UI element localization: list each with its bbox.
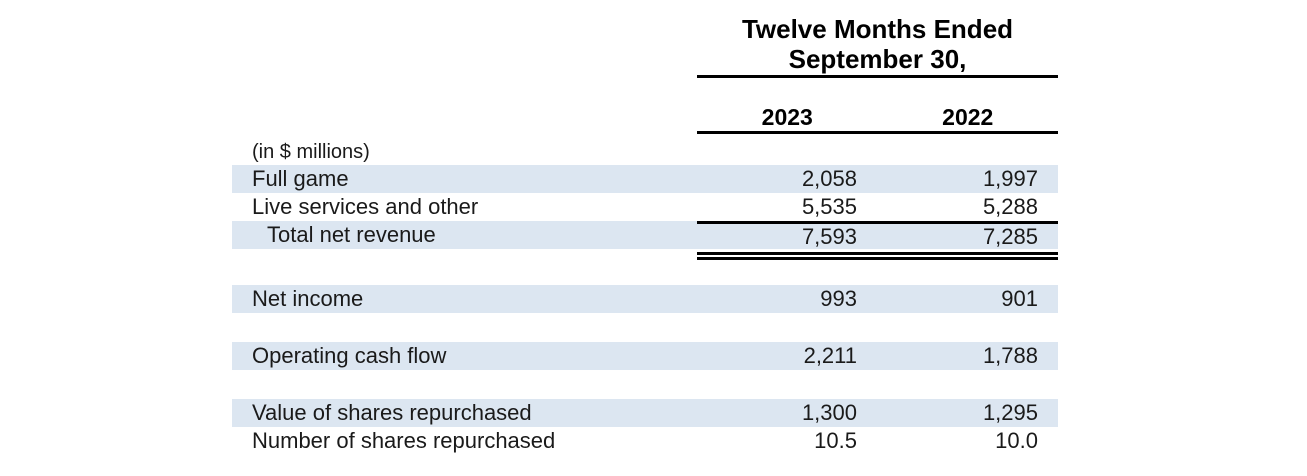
value-2022: 7,285: [877, 221, 1058, 249]
value-2022: 10.0: [995, 428, 1038, 453]
value-2022: 901: [1001, 286, 1038, 311]
column-header-2022: 2022: [942, 104, 994, 130]
table-row-number-shares-repurchased: Number of shares repurchased 10.5 10.0: [232, 427, 1058, 455]
table-row-live-services: Live services and other 5,535 5,288: [232, 193, 1058, 221]
value-2023: 10.5: [814, 428, 857, 453]
blank-row: [232, 260, 1058, 285]
table-row-net-income: Net income 993 901: [232, 285, 1058, 313]
blank-row: [232, 313, 1058, 342]
value-2023: 5,535: [801, 194, 857, 219]
table-row-operating-cash-flow: Operating cash flow 2,211 1,788: [232, 342, 1058, 370]
value-2022: 1,295: [982, 400, 1038, 425]
row-label: Live services and other: [252, 194, 479, 219]
year-column-headers: 2023 2022: [697, 78, 1058, 134]
row-label: Net income: [252, 286, 364, 311]
units-note-row: (in $ millions): [232, 140, 1058, 165]
table-row-value-shares-repurchased: Value of shares repurchased 1,300 1,295: [232, 399, 1058, 427]
period-header-line2: September 30,: [788, 44, 967, 74]
table-row-total-net-revenue: Total net revenue 7,593 7,285: [232, 221, 1058, 249]
table-body: (in $ millions) Full game 2,058 1,997 Li…: [232, 140, 1058, 455]
column-header-2023: 2023: [761, 104, 813, 130]
value-2023: 7,593: [697, 221, 877, 249]
table-period-header: Twelve Months Ended September 30,: [697, 0, 1058, 78]
period-header-line1: Twelve Months Ended: [741, 14, 1014, 44]
total-double-underline: [697, 252, 1058, 260]
value-2022: 1,788: [982, 343, 1038, 368]
financial-table: Twelve Months Ended September 30, 2023 2…: [232, 0, 1058, 455]
table-row-full-game: Full game 2,058 1,997: [232, 165, 1058, 193]
value-2023: 993: [820, 286, 857, 311]
value-2023: 2,211: [803, 343, 857, 368]
row-label: Value of shares repurchased: [252, 400, 532, 425]
row-label: Operating cash flow: [252, 343, 447, 368]
value-2023: 1,300: [801, 400, 857, 425]
value-2022: 1,997: [982, 166, 1038, 191]
row-label: Total net revenue: [267, 222, 436, 247]
row-label: Full game: [252, 166, 349, 191]
blank-row: [232, 370, 1058, 399]
row-label: Number of shares repurchased: [252, 428, 556, 453]
value-2023: 2,058: [801, 166, 857, 191]
units-note: (in $ millions): [252, 141, 370, 163]
value-2022: 5,288: [982, 194, 1038, 219]
